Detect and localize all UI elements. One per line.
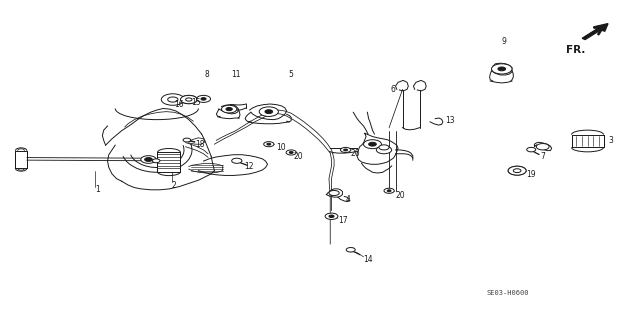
Text: 4: 4 <box>346 195 351 204</box>
Polygon shape <box>15 151 27 168</box>
Circle shape <box>289 152 293 153</box>
Text: 15: 15 <box>191 98 200 107</box>
Text: 7: 7 <box>541 152 546 161</box>
Circle shape <box>183 138 191 142</box>
Text: 17: 17 <box>338 216 348 225</box>
Circle shape <box>508 166 526 175</box>
Circle shape <box>492 64 512 74</box>
Circle shape <box>387 190 391 192</box>
Text: 20: 20 <box>293 152 303 161</box>
Circle shape <box>232 158 242 163</box>
Circle shape <box>513 169 521 173</box>
Circle shape <box>226 108 232 111</box>
Circle shape <box>376 146 392 154</box>
Text: 12: 12 <box>244 162 254 171</box>
Circle shape <box>325 213 338 219</box>
Text: SE03-H0600: SE03-H0600 <box>486 290 529 296</box>
Text: 20: 20 <box>351 149 360 158</box>
Circle shape <box>259 107 278 116</box>
Circle shape <box>186 98 192 101</box>
Polygon shape <box>572 135 604 147</box>
Circle shape <box>344 149 348 151</box>
Text: 6: 6 <box>390 85 396 94</box>
Circle shape <box>340 147 351 152</box>
Circle shape <box>379 145 389 150</box>
Text: 19: 19 <box>526 170 536 179</box>
Circle shape <box>264 142 274 147</box>
Circle shape <box>498 67 506 71</box>
Text: 1: 1 <box>95 185 99 194</box>
Text: 3: 3 <box>608 137 613 145</box>
Text: 14: 14 <box>364 256 373 264</box>
Circle shape <box>364 140 381 149</box>
Text: 18: 18 <box>195 140 205 149</box>
Circle shape <box>145 158 152 161</box>
Text: FR.: FR. <box>566 45 585 55</box>
Circle shape <box>384 188 394 193</box>
Circle shape <box>329 190 339 196</box>
Text: 16: 16 <box>174 100 184 109</box>
Circle shape <box>221 105 237 113</box>
Circle shape <box>527 147 536 152</box>
Circle shape <box>265 110 273 114</box>
Text: 2: 2 <box>172 181 176 189</box>
Circle shape <box>152 159 160 163</box>
Text: 11: 11 <box>232 70 241 79</box>
Text: 9: 9 <box>502 37 507 46</box>
Circle shape <box>141 156 156 163</box>
Circle shape <box>180 95 197 104</box>
Text: 5: 5 <box>288 70 293 79</box>
Circle shape <box>286 150 296 155</box>
Text: 20: 20 <box>396 191 405 200</box>
Circle shape <box>168 97 178 102</box>
Polygon shape <box>157 152 180 172</box>
Text: 8: 8 <box>205 70 209 79</box>
Text: 13: 13 <box>445 116 454 125</box>
Circle shape <box>196 95 211 102</box>
Circle shape <box>267 143 271 145</box>
Circle shape <box>161 94 184 105</box>
FancyArrow shape <box>582 24 608 40</box>
Circle shape <box>369 142 376 146</box>
Circle shape <box>536 144 549 150</box>
Text: 10: 10 <box>276 143 286 152</box>
Circle shape <box>329 215 334 218</box>
Circle shape <box>346 248 355 252</box>
Circle shape <box>201 98 206 100</box>
